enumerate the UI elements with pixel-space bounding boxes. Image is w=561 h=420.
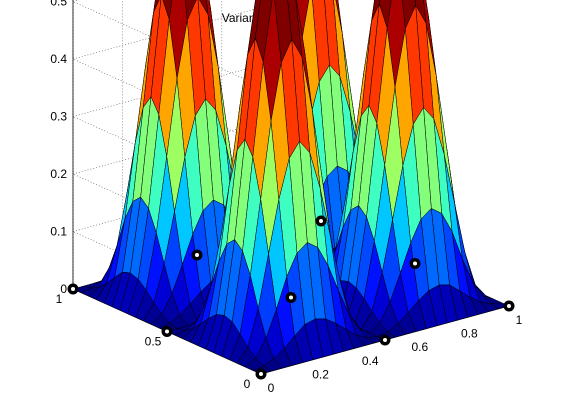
x-tick-label: 1 bbox=[516, 313, 523, 327]
surface-mesh bbox=[72, 0, 510, 375]
grid-line-z-left bbox=[72, 58, 262, 145]
z-tick-label: 0.2 bbox=[50, 167, 67, 181]
x-tick-label: 0.8 bbox=[461, 327, 478, 341]
grid-line-z-left bbox=[72, 116, 262, 202]
y-tick-label: 0 bbox=[244, 377, 251, 391]
design-point bbox=[255, 368, 267, 380]
design-points bbox=[67, 215, 515, 380]
y-tick-label: 0.5 bbox=[145, 335, 162, 349]
z-tick-label: 0.4 bbox=[50, 52, 67, 66]
grid-line-z-left bbox=[72, 173, 262, 260]
design-point bbox=[161, 326, 173, 337]
x-tick-label: 0 bbox=[268, 381, 275, 395]
grid-line-z-left bbox=[72, 231, 262, 317]
design-point bbox=[379, 334, 391, 346]
grid-line-z-back bbox=[72, 105, 322, 175]
x-tick-label: 0.2 bbox=[312, 367, 329, 381]
x-tick-label: 0.6 bbox=[411, 340, 428, 354]
grid-line-z-back bbox=[72, 48, 322, 117]
y-tick-label: 1 bbox=[56, 292, 63, 306]
design-point bbox=[315, 215, 327, 227]
x-tick-label: 0.4 bbox=[362, 354, 379, 368]
z-tick-label: 0.1 bbox=[50, 225, 67, 239]
grid-line-z-left bbox=[72, 1, 262, 87]
design-point bbox=[191, 249, 203, 261]
grid-line-z-back bbox=[72, 163, 322, 232]
design-point bbox=[409, 258, 421, 269]
design-point bbox=[285, 292, 297, 303]
z-tick-label: 0.5 bbox=[50, 0, 67, 9]
design-point bbox=[503, 300, 515, 312]
design-point bbox=[67, 283, 79, 295]
grid-line-z-back bbox=[72, 0, 290, 60]
z-tick-label: 0 bbox=[60, 282, 67, 296]
z-tick-label: 0.3 bbox=[50, 110, 67, 124]
